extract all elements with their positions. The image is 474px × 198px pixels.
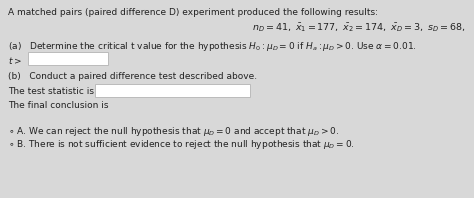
Text: The test statistic is: The test statistic is	[8, 87, 94, 96]
FancyBboxPatch shape	[95, 84, 250, 97]
Text: A matched pairs (paired difference D) experiment produced the following results:: A matched pairs (paired difference D) ex…	[8, 8, 378, 17]
Text: $\circ$ A. We can reject the null hypothesis that $\mu_D = 0$ and accept that $\: $\circ$ A. We can reject the null hypoth…	[8, 125, 339, 138]
Text: (b)   Conduct a paired difference test described above.: (b) Conduct a paired difference test des…	[8, 72, 257, 81]
Text: $\circ$ B. There is not sufficient evidence to reject the null hypothesis that $: $\circ$ B. There is not sufficient evide…	[8, 138, 355, 151]
Text: (a)   Determine the critical t value for the hypothesis $H_0: \mu_D = 0$ if $H_a: (a) Determine the critical t value for t…	[8, 40, 417, 53]
Text: The final conclusion is: The final conclusion is	[8, 101, 109, 110]
Text: $t >$: $t >$	[8, 55, 22, 66]
Text: $n_D = 41,\ \bar{x}_1 = 177,\ \bar{x}_2 = 174,\ \bar{x}_D = 3,\ s_D = 68,$: $n_D = 41,\ \bar{x}_1 = 177,\ \bar{x}_2 …	[252, 22, 466, 34]
FancyBboxPatch shape	[28, 52, 108, 65]
